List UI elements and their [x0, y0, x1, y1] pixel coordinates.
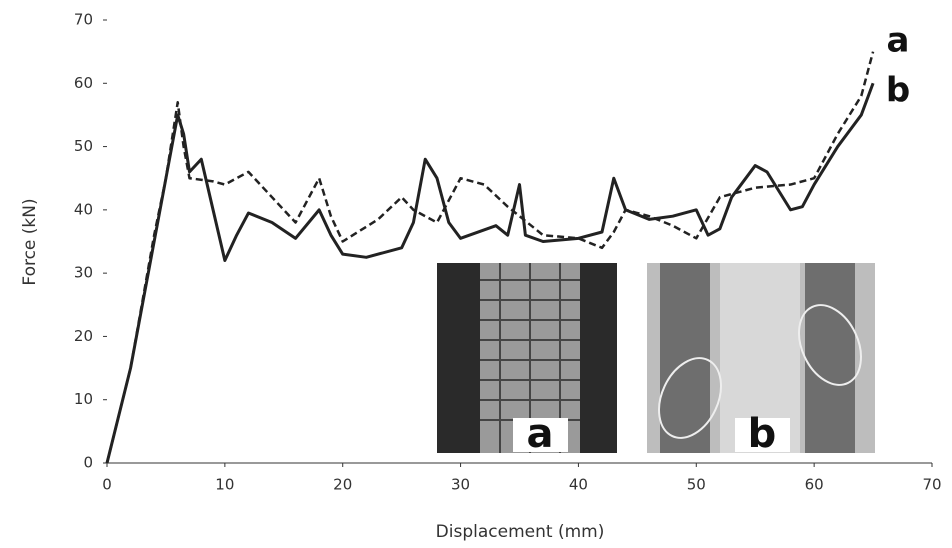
series-label: a	[887, 21, 910, 61]
y-tick-label: 60	[74, 74, 93, 92]
y-tick-label: 40	[74, 200, 93, 218]
y-tick-label: 20	[74, 327, 93, 345]
x-tick-label: 70	[922, 476, 941, 494]
inset-image-b	[647, 263, 875, 453]
y-tick-label: 10	[74, 390, 93, 408]
x-tick-label: 20	[333, 476, 352, 494]
y-tick-label: 0	[83, 454, 93, 472]
x-tick-label: 10	[215, 476, 234, 494]
inset-label: b	[748, 411, 777, 457]
y-tick-label: 30	[74, 264, 93, 282]
inset-image-a	[437, 263, 617, 453]
x-tick-label: 60	[805, 476, 824, 494]
line-series	[105, 82, 875, 464]
x-axis-label: Displacement (mm)	[436, 522, 605, 542]
series-label: b	[886, 71, 910, 111]
x-tick-label: 50	[687, 476, 706, 494]
y-axis-label: Force (kN)	[20, 198, 40, 285]
y-tick-label: 70	[74, 11, 93, 29]
inset-label: a	[527, 411, 554, 457]
line-series	[105, 51, 875, 464]
y-tick-label: 50	[74, 137, 93, 155]
x-tick-label: 30	[451, 476, 470, 494]
x-tick-label: 0	[102, 476, 112, 494]
x-tick-label: 40	[569, 476, 588, 494]
